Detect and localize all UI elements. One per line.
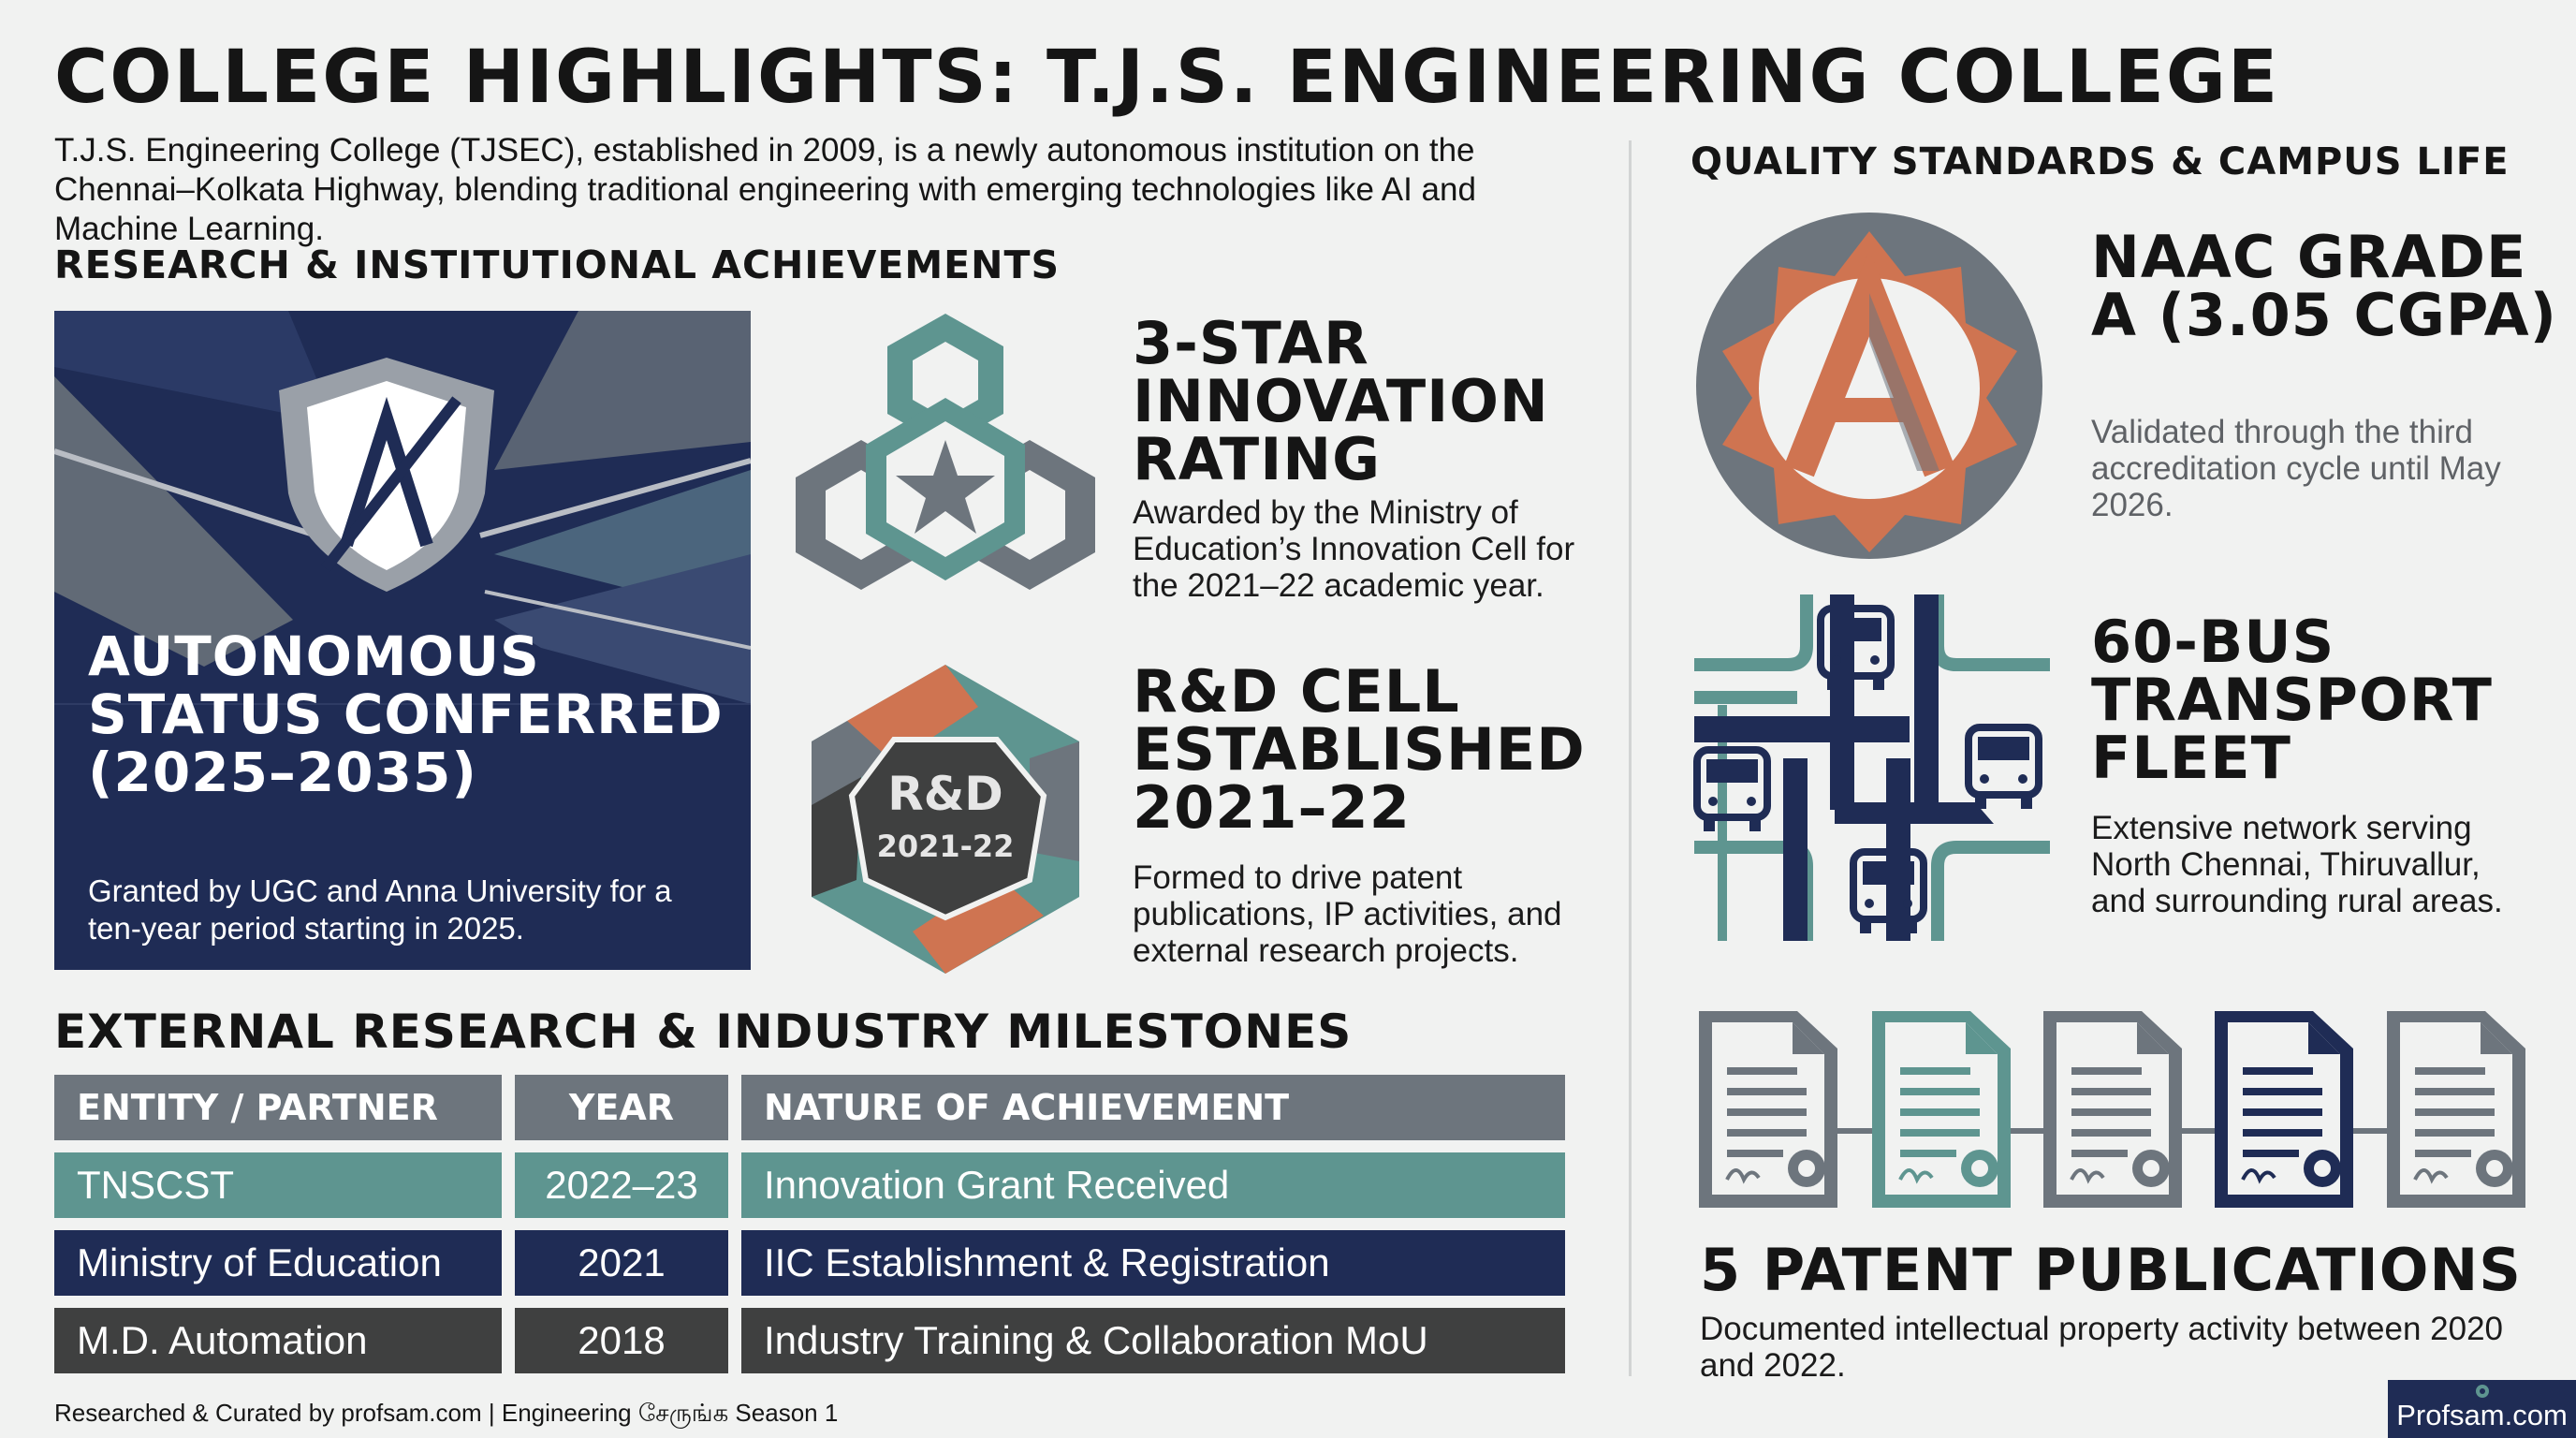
table-header-row: ENTITY / PARTNER YEAR NATURE OF ACHIEVEM…	[54, 1075, 1565, 1140]
table-cell-entity: TNSCST	[54, 1152, 502, 1218]
table-cell-nature: IIC Establishment & Registration	[741, 1230, 1565, 1296]
shield-icon	[279, 358, 494, 592]
bus-icon	[1965, 724, 2042, 809]
transport-description: Extensive network serving North Chennai,…	[2091, 810, 2503, 919]
document-icon	[2387, 1011, 2525, 1208]
patents-title: 5 PATENT PUBLICATIONS	[1700, 1236, 2522, 1304]
rnd-title: R&D CELL ESTABLISHED 2021–22	[1133, 657, 1586, 842]
footer-credit: Researched & Curated by profsam.com | En…	[54, 1399, 839, 1427]
rnd-badge-label: R&D	[887, 767, 1003, 821]
brand-label: Profsam.com	[2396, 1399, 2568, 1431]
bus-icon	[1693, 746, 1771, 831]
naac-description: Validated through the third accreditatio…	[2091, 414, 2501, 523]
brand-badge[interactable]: Profsam.com	[2388, 1380, 2576, 1438]
table-header-entity: ENTITY / PARTNER	[54, 1075, 502, 1140]
page-title: COLLEGE HIGHLIGHTS: T.J.S. ENGINEERING C…	[54, 36, 2280, 120]
bus-icon	[1817, 605, 1895, 690]
table-cell-entity: M.D. Automation	[54, 1308, 502, 1373]
table-row: Ministry of Education 2021 IIC Establish…	[54, 1230, 1565, 1296]
document-icon	[1699, 1011, 1837, 1208]
patent-documents-graphic	[1699, 1011, 2525, 1208]
table-header-nature: NATURE OF ACHIEVEMENT	[741, 1075, 1565, 1140]
document-icon	[2215, 1011, 2353, 1208]
table-cell-nature: Innovation Grant Received	[741, 1152, 1565, 1218]
brand-logo-icon	[2476, 1385, 2489, 1398]
transport-title: 60-BUS TRANSPORT FLEET	[2091, 608, 2493, 792]
innovation-hexagon-star-icon	[796, 314, 1095, 590]
document-icon	[2043, 1011, 2182, 1208]
table-cell-nature: Industry Training & Collaboration MoU	[741, 1308, 1565, 1373]
table-header-year: YEAR	[515, 1075, 728, 1140]
column-divider	[1629, 140, 1632, 1376]
naac-grade-badge-icon	[1696, 213, 2042, 559]
quality-section-heading: QUALITY STANDARDS & CAMPUS LIFE	[1690, 140, 2510, 183]
rnd-description: Formed to drive patent publications, IP …	[1133, 859, 1562, 969]
bus-network-map-icon	[1694, 594, 2050, 941]
milestones-section-heading: EXTERNAL RESEARCH & INDUSTRY MILESTONES	[54, 1005, 1353, 1059]
table-row: TNSCST 2022–23 Innovation Grant Received	[54, 1152, 1565, 1218]
autonomous-status-card: AUTONOMOUS STATUS CONFERRED (2025–2035) …	[54, 311, 751, 970]
research-section-heading: RESEARCH & INSTITUTIONAL ACHIEVEMENTS	[54, 242, 1060, 287]
patents-description: Documented intellectual property activit…	[1700, 1311, 2503, 1384]
autonomous-background-graphic	[54, 311, 751, 705]
rnd-badge-year: 2021-22	[877, 829, 1015, 864]
bus-icon	[1850, 848, 1927, 933]
document-icon	[1872, 1011, 2011, 1208]
autonomous-title: AUTONOMOUS STATUS CONFERRED (2025–2035)	[88, 624, 724, 804]
table-cell-year: 2022–23	[515, 1152, 728, 1218]
table-cell-year: 2021	[515, 1230, 728, 1296]
innovation-title: 3-STAR INNOVATION RATING	[1133, 309, 1549, 493]
rnd-aperture-badge-icon: R&D 2021-22	[812, 665, 1079, 974]
table-cell-entity: Ministry of Education	[54, 1230, 502, 1296]
naac-title: NAAC GRADE A (3.05 CGPA)	[2091, 223, 2557, 349]
innovation-description: Awarded by the Ministry of Education’s I…	[1133, 494, 1575, 604]
intro-paragraph: T.J.S. Engineering College (TJSEC), esta…	[54, 132, 1476, 247]
autonomous-description: Granted by UGC and Anna University for a…	[88, 873, 672, 946]
table-cell-year: 2018	[515, 1308, 728, 1373]
table-row: M.D. Automation 2018 Industry Training &…	[54, 1308, 1565, 1373]
